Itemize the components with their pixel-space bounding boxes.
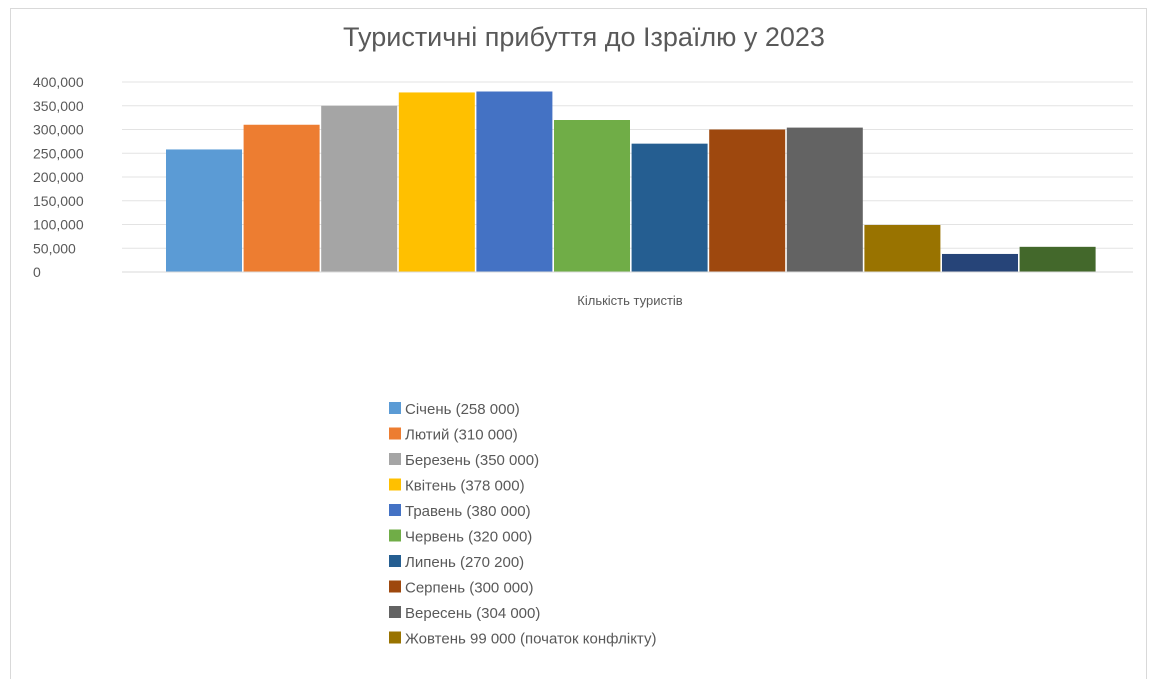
legend: Січень (258 000) Лютий (310 000) Березень … — [389, 401, 656, 648]
legend-label: Липень (270 200) — [405, 554, 524, 571]
bar — [631, 143, 708, 272]
bar — [398, 92, 475, 272]
legend-swatch — [389, 555, 401, 567]
legend-label: Червень (320 000) — [405, 529, 532, 546]
bar — [166, 149, 242, 272]
legend-swatch — [389, 504, 401, 516]
y-tick-label: 150,000 — [33, 193, 84, 209]
legend-swatch — [389, 427, 401, 440]
chart-frame — [10, 8, 1147, 679]
bar — [243, 124, 320, 272]
bar — [864, 224, 941, 272]
y-tick-label: 100,000 — [33, 217, 84, 233]
bar — [1019, 246, 1096, 272]
y-tick-label: 350,000 — [33, 98, 84, 114]
legend-label: Вересень (304 000) — [405, 605, 540, 622]
bar — [786, 127, 863, 272]
legend-label: Серпень (300 000) — [405, 580, 533, 597]
x-axis-label: Кількість туристів — [577, 293, 683, 308]
legend-label: Січень (258 000) — [405, 401, 520, 418]
bar — [321, 105, 398, 272]
y-tick-label: 300,000 — [33, 122, 84, 138]
legend-swatch — [389, 453, 401, 465]
legend-swatch — [389, 478, 401, 491]
y-tick-label: 50,000 — [33, 240, 76, 256]
y-axis-ticks: 0 50,000 100,000 150,000 200,000 250,000 300,0… — [33, 74, 84, 280]
y-tick-label: 200,000 — [33, 169, 84, 185]
bar — [942, 253, 1018, 272]
legend-swatch — [389, 631, 401, 644]
legend-label: Квітень (378 000) — [405, 478, 525, 495]
chart-title: Туристичні прибуття до Ізраїлю у 2023 — [343, 22, 825, 52]
y-tick-label: 0 — [33, 264, 41, 280]
y-tick-label: 400,000 — [33, 74, 84, 90]
legend-label: Березень (350 000) — [405, 452, 539, 469]
bar — [554, 120, 630, 272]
bar — [709, 129, 786, 272]
legend-label: Травень (380 000) — [405, 503, 531, 520]
legend-label: Лютий (310 000) — [405, 427, 518, 444]
bars — [166, 91, 1096, 272]
legend-swatch — [389, 402, 401, 414]
legend-label: Жовтень 99 000 (початок конфлікту) — [405, 631, 656, 648]
bar — [476, 91, 553, 272]
legend-swatch — [389, 606, 401, 618]
legend-swatch — [389, 580, 401, 593]
legend-swatch — [389, 529, 401, 542]
y-tick-label: 250,000 — [33, 145, 84, 161]
